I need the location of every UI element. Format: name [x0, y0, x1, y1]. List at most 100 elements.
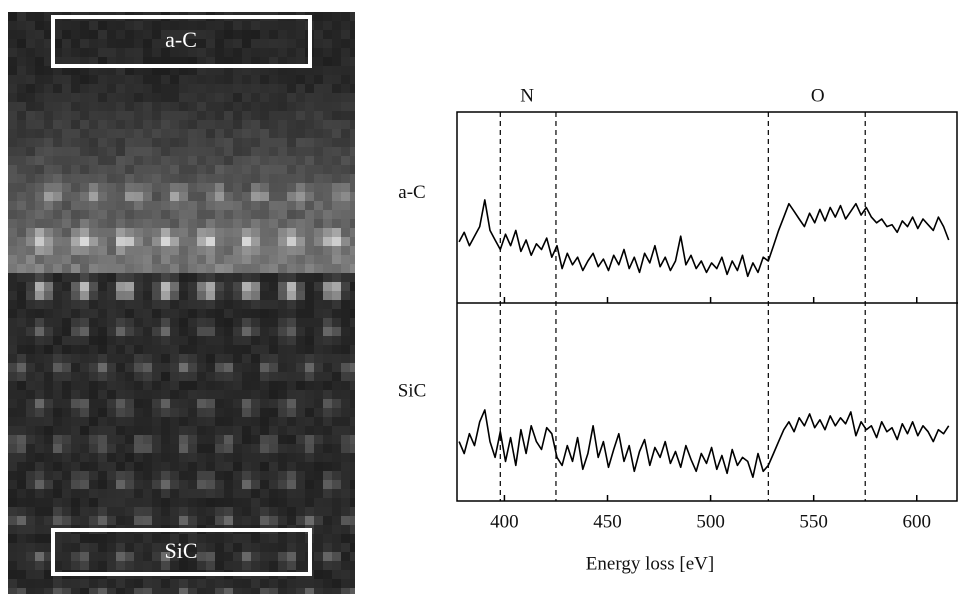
image-pixel — [161, 417, 170, 426]
image-pixel — [89, 480, 98, 489]
image-pixel — [125, 453, 134, 462]
image-pixel — [233, 336, 242, 345]
image-pixel — [206, 543, 215, 552]
image-pixel — [341, 543, 350, 552]
image-pixel — [179, 21, 188, 30]
image-pixel — [125, 507, 134, 516]
image-pixel — [332, 381, 341, 390]
image-pixel — [125, 57, 134, 66]
image-pixel — [332, 408, 341, 417]
image-pixel — [215, 219, 224, 228]
image-pixel — [314, 84, 323, 93]
image-pixel — [170, 111, 179, 120]
image-pixel — [98, 345, 107, 354]
image-pixel — [197, 354, 206, 363]
image-pixel — [107, 102, 116, 111]
image-pixel — [107, 246, 116, 255]
image-pixel — [224, 120, 233, 129]
image-pixel — [251, 120, 260, 129]
image-pixel — [26, 291, 35, 300]
image-pixel — [188, 390, 197, 399]
image-pixel — [341, 453, 350, 462]
image-pixel — [152, 345, 161, 354]
image-pixel — [323, 354, 332, 363]
image-pixel — [215, 399, 224, 408]
image-pixel — [224, 165, 233, 174]
image-pixel — [314, 201, 323, 210]
image-pixel — [71, 372, 80, 381]
image-pixel — [188, 246, 197, 255]
spectrum-line — [458, 199, 950, 278]
image-pixel — [134, 120, 143, 129]
image-pixel — [323, 552, 332, 561]
image-pixel — [161, 579, 170, 588]
image-pixel — [134, 201, 143, 210]
image-pixel — [8, 588, 17, 594]
image-pixel — [179, 93, 188, 102]
image-pixel — [188, 363, 197, 372]
image-pixel — [116, 174, 125, 183]
image-pixel — [269, 273, 278, 282]
image-pixel — [17, 525, 26, 534]
image-pixel — [215, 534, 224, 543]
image-pixel — [341, 228, 350, 237]
image-pixel — [152, 120, 161, 129]
image-pixel — [17, 327, 26, 336]
image-pixel — [260, 21, 269, 30]
image-pixel — [224, 327, 233, 336]
image-pixel — [188, 309, 197, 318]
image-pixel — [197, 165, 206, 174]
image-pixel — [323, 300, 332, 309]
image-pixel — [62, 201, 71, 210]
image-pixel — [332, 453, 341, 462]
image-pixel — [242, 372, 251, 381]
image-pixel — [152, 444, 161, 453]
image-pixel — [152, 381, 161, 390]
image-pixel — [314, 183, 323, 192]
image-pixel — [233, 552, 242, 561]
panel-label: SiC — [398, 380, 427, 401]
image-pixel — [179, 489, 188, 498]
image-pixel — [71, 255, 80, 264]
image-pixel — [251, 507, 260, 516]
image-pixel — [161, 534, 170, 543]
image-pixel — [71, 111, 80, 120]
image-pixel — [188, 534, 197, 543]
image-pixel — [314, 372, 323, 381]
image-pixel — [134, 390, 143, 399]
region-box — [51, 528, 312, 576]
image-pixel — [62, 111, 71, 120]
x-tick-label: 400 — [490, 511, 519, 532]
image-pixel — [116, 147, 125, 156]
image-pixel — [251, 147, 260, 156]
image-pixel — [224, 507, 233, 516]
image-pixel — [134, 453, 143, 462]
image-pixel — [62, 273, 71, 282]
image-pixel — [80, 129, 89, 138]
image-pixel — [260, 264, 269, 273]
image-pixel — [89, 174, 98, 183]
image-pixel — [8, 552, 17, 561]
image-pixel — [251, 318, 260, 327]
image-pixel — [305, 147, 314, 156]
image-pixel — [224, 561, 233, 570]
image-pixel — [332, 102, 341, 111]
image-pixel — [17, 93, 26, 102]
image-pixel — [134, 345, 143, 354]
image-pixel — [251, 561, 260, 570]
image-pixel — [26, 570, 35, 579]
image-pixel — [233, 219, 242, 228]
image-pixel — [224, 102, 233, 111]
image-pixel — [206, 102, 215, 111]
image-pixel — [116, 255, 125, 264]
image-pixel — [71, 417, 80, 426]
image-pixel — [242, 381, 251, 390]
image-pixel — [170, 102, 179, 111]
image-pixel — [8, 201, 17, 210]
image-pixel — [278, 345, 287, 354]
image-pixel — [179, 210, 188, 219]
image-pixel — [107, 417, 116, 426]
image-pixel — [62, 183, 71, 192]
image-pixel — [17, 453, 26, 462]
image-pixel — [179, 552, 188, 561]
